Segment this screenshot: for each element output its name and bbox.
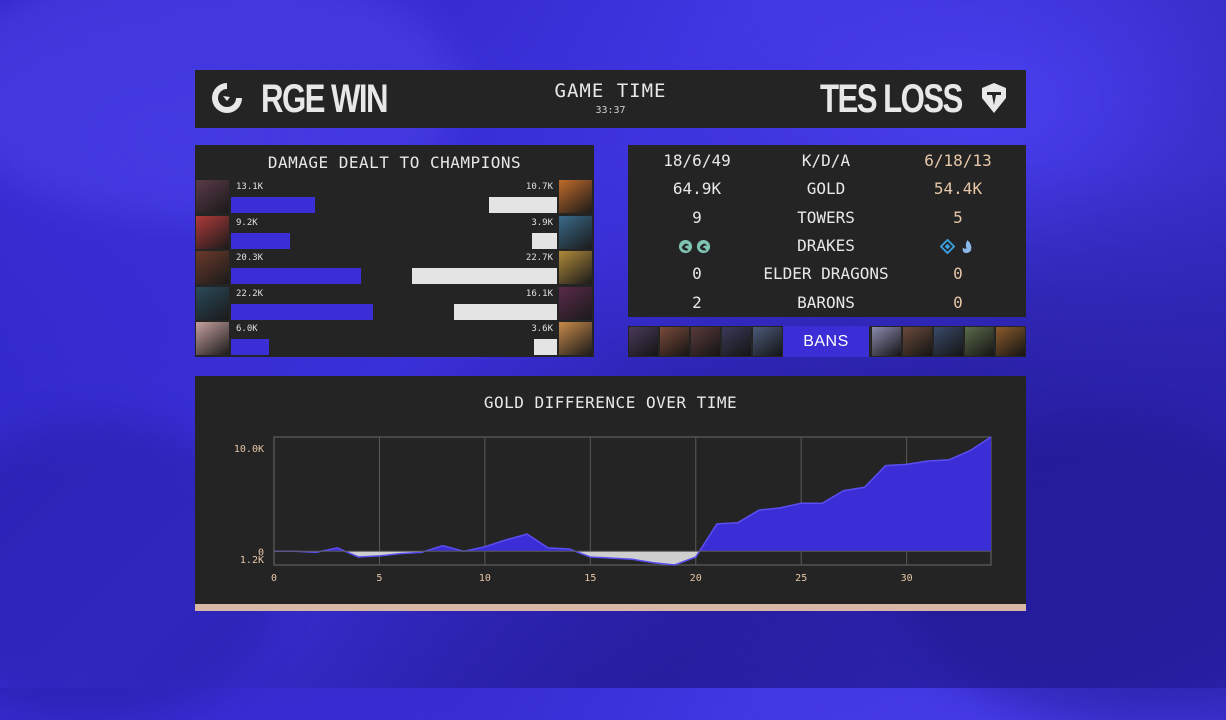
right-champion-portrait [559,286,592,320]
x-tick-label: 0 [271,573,277,584]
left-damage-value: 22.2K [236,288,264,299]
team-stats-panel: 18/6/49 K/D/A 6/18/13 64.9K GOLD 54.4K 9 TOWERS… [628,145,1026,317]
stat-left-value: 18/6/49 [663,151,731,170]
stat-label: DRAKES [797,235,855,255]
hextech-drake-icon [940,238,955,254]
right-damage-value: 10.7K [525,182,553,192]
stat-row: 64.9K GOLD 54.4K [628,179,1026,207]
right-damage-bar [534,339,557,355]
stat-left-value: 9 [692,207,702,227]
right-damage-bar [412,268,557,284]
left-champion-portrait [196,286,229,320]
right-champion-portrait [559,180,592,213]
right-damage-value: 3.6K [531,324,553,334]
right-champion-portrait [559,251,592,284]
damage-title: DAMAGE DEALT TO CHAMPIONS [267,153,522,172]
stat-label: GOLD [806,179,846,199]
cloud-drake-icon [678,239,693,253]
gold-chart-title: GOLD DIFFERENCE OVER TIME [483,393,738,412]
y-tick-label: 1.2K [240,555,264,566]
right-champion-portrait [559,215,592,249]
gold-difference-line [274,436,992,566]
left-champion-portrait [196,215,229,249]
x-tick-label: 20 [690,573,702,584]
x-tick-label: 25 [795,573,807,584]
right-damage-bar [532,232,557,249]
stat-row: 9 TOWERS 5 [628,208,1026,236]
tes-logo-icon [982,83,1006,113]
right-ban-portrait [965,327,994,356]
gold-difference-panel: GOLD DIFFERENCE OVER TIME 0 5 10 15 20 25 30 10… [195,376,1026,604]
x-tick-label: 15 [584,573,596,584]
right-ban-portrait [996,327,1025,356]
left-ban-portrait [629,327,658,356]
left-champion-portrait [196,251,229,284]
stat-right-value: 54.4K [933,179,983,199]
right-damage-value: 22.7K [525,253,553,263]
stat-row: 0 ELDER DRAGONS 0 [628,264,1026,292]
left-damage-value: 20.3K [236,253,264,263]
left-damage-value: 13.1K [236,182,264,192]
stat-label: ELDER DRAGONS [763,264,889,284]
stat-right-value: 6/18/13 [924,151,992,170]
stat-label: K/D/A [801,151,851,170]
left-ban-portrait [753,327,782,356]
right-ban-portrait [872,327,901,356]
stat-right-value: 0 [953,292,963,312]
y-tick-label: 0 [258,547,264,558]
y-tick-label: 10.0K [234,444,264,455]
stat-right-value: 0 [953,264,963,284]
gold-panel-accent-strip [195,604,1026,611]
match-header: RGE WIN GAME TIME 33:37 TES LOSS [195,70,1026,128]
left-ban-portrait [660,327,689,356]
right-damage-bar [489,197,557,213]
rge-logo-icon [212,83,242,113]
right-damage-value: 3.9K [531,217,553,228]
right-ban-portrait [934,327,963,356]
right-team-result: TES LOSS [820,77,963,121]
stat-row: 2 BARONS 0 [628,293,1026,321]
right-champion-portrait [559,322,592,355]
gold-deficit-area [274,551,991,565]
x-tick-label: 10 [479,573,491,584]
stat-left-value: 2 [692,292,702,312]
bans-label: BANS [783,326,869,357]
left-damage-value: 9.2K [236,217,258,228]
damage-panel: DAMAGE DEALT TO CHAMPIONS 13.1K 10.7K 9.2K… [195,145,594,357]
left-damage-bar [231,197,315,213]
left-champion-portrait [196,180,229,213]
left-damage-bar [231,268,361,284]
left-damage-value: 6.0K [236,324,258,334]
stat-left-value: 64.9K [672,179,722,199]
left-ban-portrait [722,327,751,356]
left-damage-bar [231,303,373,320]
left-champion-portrait [196,322,229,355]
left-damage-bar [231,339,269,355]
stat-row: 18/6/49 K/D/A 6/18/13 [628,151,1026,179]
x-tick-label: 5 [376,573,382,584]
cloud-drake-icon [696,239,711,253]
right-ban-portrait [903,327,932,356]
left-ban-portrait [691,327,720,356]
stat-label: TOWERS [797,207,855,227]
stat-row: DRAKES [628,236,1026,264]
x-tick-label: 30 [901,573,913,584]
gold-lead-area [274,437,991,552]
left-team-result: RGE WIN [261,77,389,121]
game-time-label: GAME TIME [554,80,667,102]
right-damage-bar [454,303,557,320]
stat-label: BARONS [797,292,855,312]
stat-left-value: 0 [692,264,702,284]
game-time-value: 33:37 [595,105,626,116]
bans-panel: BANS [628,326,1026,357]
right-damage-value: 16.1K [525,288,553,299]
stat-right-value: 5 [953,207,963,227]
left-damage-bar [231,232,290,249]
infernal-drake-icon [962,239,972,253]
